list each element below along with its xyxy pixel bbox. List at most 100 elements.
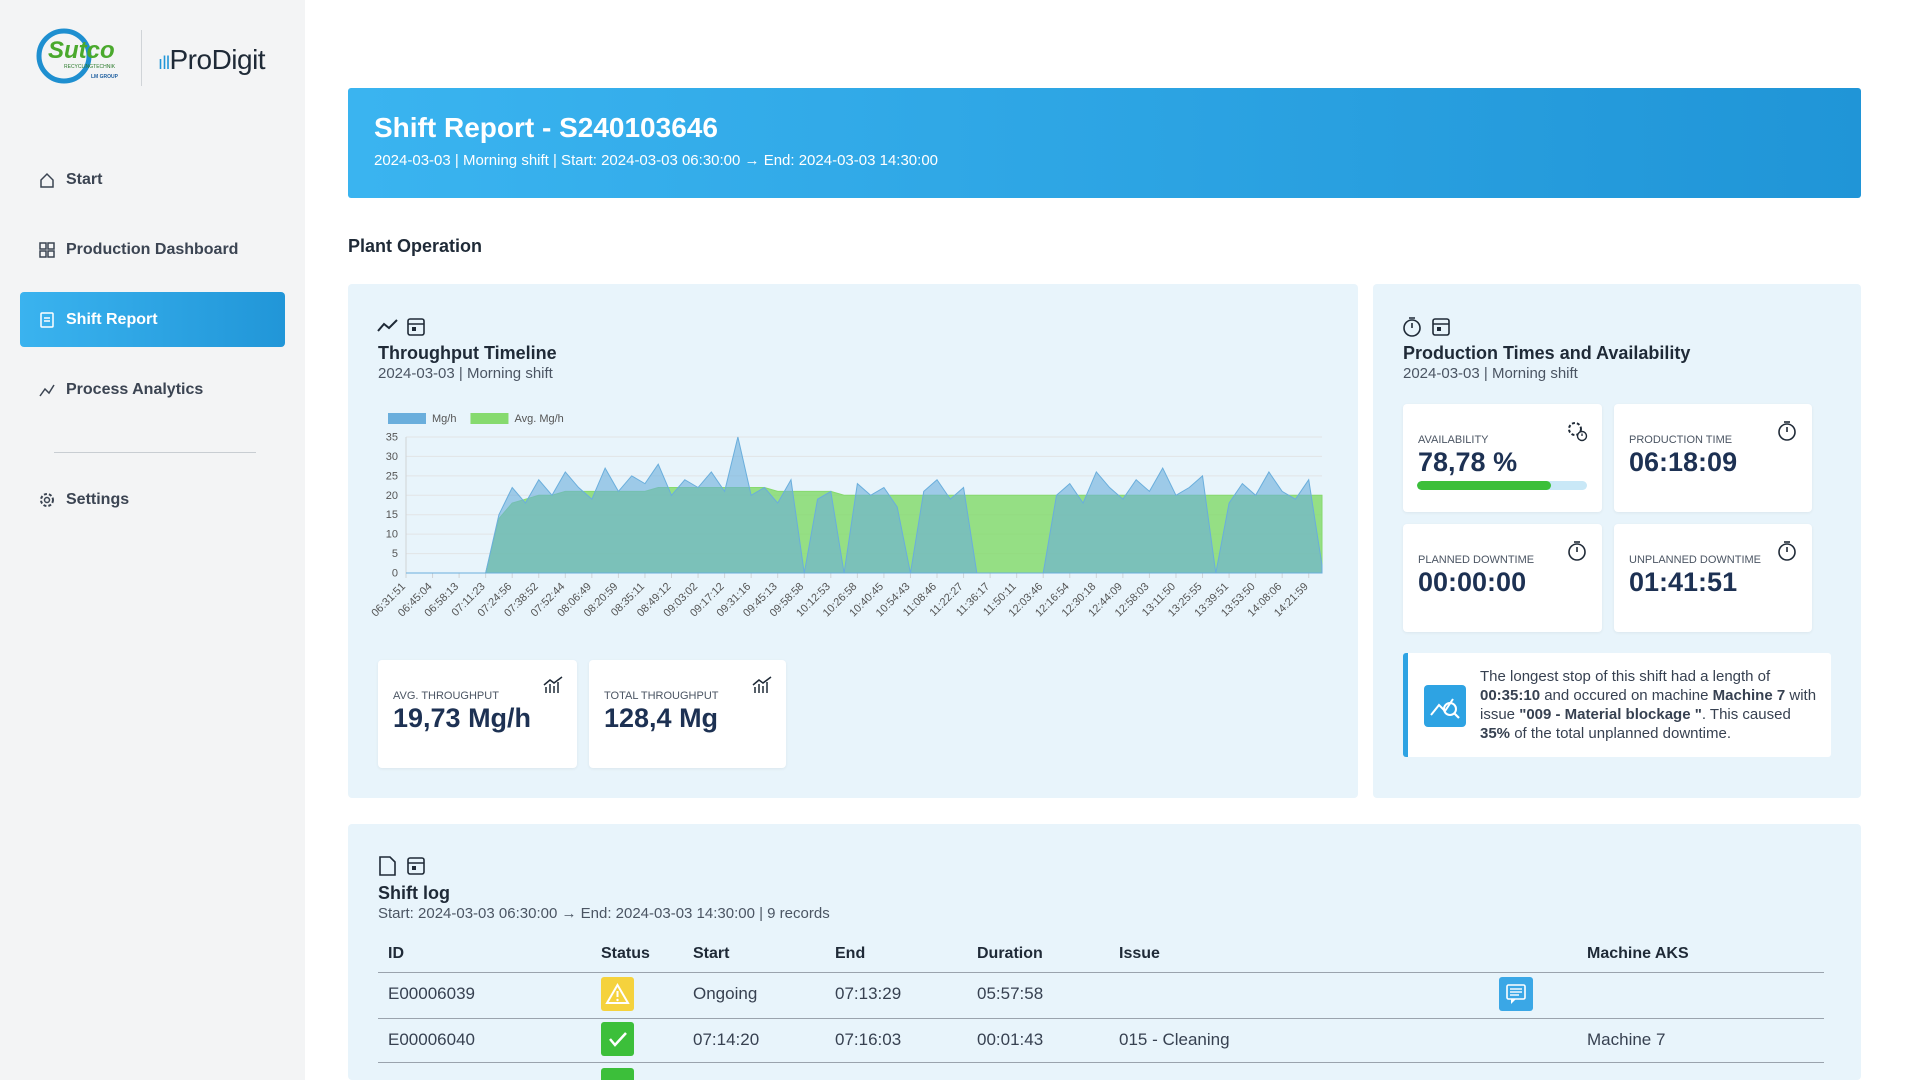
nav-item[interactable]: Process Analytics (20, 362, 285, 417)
nav-label: Shift Report (66, 310, 158, 328)
card-subtitle: 2024-03-03 | Morning shift (378, 365, 553, 382)
info-share: 35% (1480, 725, 1511, 742)
status-done (601, 1068, 634, 1080)
logo-brand: Sutco (48, 37, 115, 64)
y-tick-label: 0 (392, 568, 398, 580)
logo-mark (36, 28, 92, 84)
tile-icon (1568, 422, 1588, 442)
nav-icon (40, 311, 54, 328)
card-title: Shift log (378, 883, 450, 903)
tile-icon (1568, 541, 1586, 561)
legend-swatch (470, 413, 509, 424)
info-issue: "009 - Material blockage " (1519, 706, 1702, 723)
nav-icon (39, 241, 55, 258)
nav-label: Start (66, 170, 103, 188)
tile-icon (752, 676, 772, 693)
progress-bar (1417, 481, 1551, 490)
cell-issue: 015 - Cleaning (1119, 1030, 1230, 1049)
info-icon (1424, 685, 1466, 727)
info-text-part: with issue (1480, 687, 1817, 723)
kpi-tile: PRODUCTION TIME 06:18:09 (1614, 404, 1812, 512)
table-rule (378, 1018, 1824, 1019)
column-header: Machine AKS (1587, 945, 1689, 962)
cell-end: 07:16:03 (835, 1030, 902, 1049)
y-tick-label: 5 (392, 548, 398, 560)
column-header: Start (693, 945, 730, 962)
tile-icon (1778, 421, 1796, 441)
column-header: End (835, 945, 866, 962)
section-title: Plant Operation (348, 236, 483, 256)
logo-product: ıllProDigit (158, 44, 266, 76)
kpi-value: 00:00:00 (1418, 567, 1527, 597)
nav-label: Production Dashboard (66, 240, 239, 258)
nav-item-active[interactable]: Shift Report (20, 292, 285, 347)
sidebar: Sutco RECYCLINGTECHNIK LM GROUP ıllProDi… (0, 0, 305, 1080)
stat-tile: AVG. THROUGHPUT 19,73 Mg/h (378, 660, 577, 768)
y-tick-label: 30 (386, 451, 398, 463)
kpi-tile: UNPLANNED DOWNTIME 01:41:51 (1614, 524, 1812, 632)
cell-duration: 00:01:43 (977, 1030, 1044, 1049)
kpi-tile: AVAILABILITY 78,78 % (1403, 404, 1602, 512)
nav-label: Process Analytics (66, 380, 204, 398)
cell-id: E00006039 (388, 984, 475, 1003)
info-text-part: . This caused (1701, 706, 1791, 723)
progress-track (1417, 481, 1587, 490)
y-tick-label: 15 (386, 509, 398, 521)
stat-label: AVG. THROUGHPUT (393, 690, 499, 702)
production-card: Production Times and Availability 2024-0… (1373, 284, 1861, 798)
tile-icon (1778, 541, 1796, 561)
nav-icon (39, 384, 55, 396)
stat-label: TOTAL THROUGHPUT (604, 690, 719, 702)
area (406, 436, 1323, 574)
nav-label: Settings (66, 490, 130, 508)
info-duration: 00:35:10 (1480, 687, 1541, 704)
card-title: Production Times and Availability (1403, 343, 1691, 363)
throughput-chart: 0510152025303506:31:5106:45:0406:58:1307… (370, 413, 1323, 619)
nav-item[interactable]: Start (20, 152, 285, 207)
kpi-label: PLANNED DOWNTIME (1418, 554, 1535, 566)
stat-value: 128,4 Mg (604, 703, 719, 733)
cell-machine: Machine 7 (1587, 1030, 1666, 1049)
info-text-part: The longest stop of this shift had a len… (1480, 668, 1771, 685)
info-text: The longest stop of this shift had a len… (1480, 667, 1820, 743)
cell-end: 07:13:29 (835, 984, 902, 1003)
cell-start: 07:14:20 (693, 1030, 760, 1049)
logo-bars: ıll (158, 53, 170, 73)
header-subtitle: 2024-03-03 | Morning shift | Start: 2024… (374, 152, 939, 169)
kpi-label: PRODUCTION TIME (1629, 434, 1733, 446)
table-rule (378, 1062, 1824, 1063)
column-header: ID (388, 945, 404, 962)
info-text-part: of the total unplanned downtime. (1514, 725, 1732, 742)
logo-divider (141, 30, 142, 86)
cell-id: E00006040 (388, 1030, 475, 1049)
card-subtitle: Start: 2024-03-03 06:30:00 → End: 2024-0… (378, 905, 830, 922)
header-title: Shift Report - S240103646 (374, 112, 718, 143)
info-box: The longest stop of this shift had a len… (1403, 653, 1831, 757)
logo: Sutco RECYCLINGTECHNIK LM GROUP (36, 26, 131, 86)
logo-ring (36, 28, 92, 84)
logo-product-text: ProDigit (169, 44, 266, 75)
legend-swatch (388, 413, 426, 424)
y-tick-label: 20 (386, 490, 398, 502)
card-icons (1403, 317, 1450, 337)
table-rule (378, 972, 1824, 973)
kpi-tile: PLANNED DOWNTIME 00:00:00 (1403, 524, 1602, 632)
card-subtitle: 2024-03-03 | Morning shift (1403, 365, 1578, 382)
status-done (601, 1022, 634, 1056)
kpi-value: 78,78 % (1418, 447, 1518, 477)
kpi-label: UNPLANNED DOWNTIME (1629, 554, 1762, 566)
shift-log-card: Shift log Start: 2024-03-03 06:30:00 → E… (348, 824, 1861, 1080)
nav-item[interactable]: Settings (20, 472, 285, 527)
kpi-value: 06:18:09 (1629, 447, 1738, 477)
kpi-label: AVAILABILITY (1418, 434, 1489, 446)
nav-item[interactable]: Production Dashboard (20, 222, 285, 277)
cell-start: Ongoing (693, 984, 758, 1003)
cell-duration: 05:57:58 (977, 984, 1044, 1003)
card-icons (377, 318, 425, 336)
throughput-card: Throughput Timeline 2024-03-03 | Morning… (348, 284, 1358, 798)
column-header: Status (601, 945, 650, 962)
comment-button[interactable] (1499, 977, 1533, 1011)
column-header: Duration (977, 945, 1043, 962)
nav-icon (40, 172, 54, 188)
